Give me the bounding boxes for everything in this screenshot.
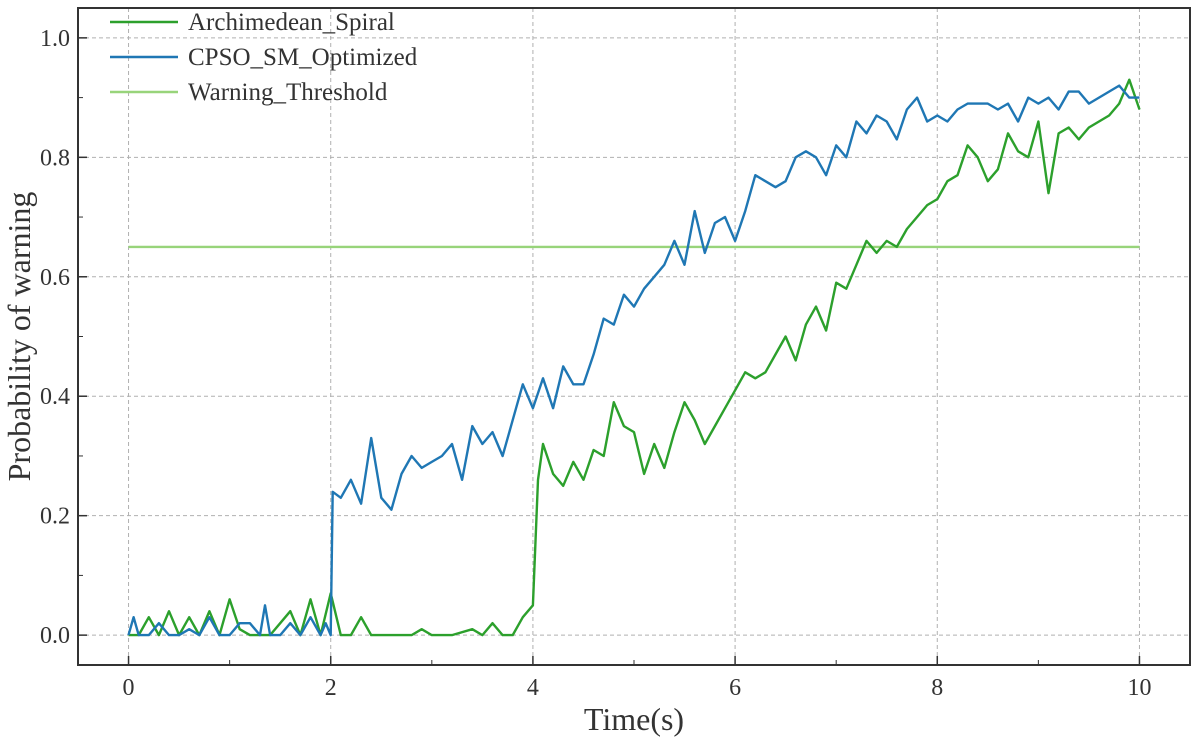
x-axis-title: Time(s) — [584, 701, 684, 737]
y-tick-label: 0.4 — [40, 384, 70, 410]
series-lines — [127, 78, 1141, 637]
y-axis-title: Probability of warning — [1, 192, 37, 482]
legend: Archimedean_Spiral CPSO_SM_Optimized Warni… — [110, 9, 418, 106]
series-line-cpso-sm-optimized — [127, 84, 1140, 637]
legend-label: CPSO_SM_Optimized — [188, 44, 418, 71]
y-tick-label: 0.2 — [40, 504, 70, 530]
y-tick-label: 0.6 — [40, 265, 70, 291]
axis-ticks: 0 2 4 6 8 10 0.0 0.2 0.4 0.6 0.8 1.0 — [40, 26, 1151, 701]
legend-label: Warning_Threshold — [188, 79, 388, 106]
x-tick-label: 10 — [1127, 675, 1151, 701]
x-tick-label: 6 — [729, 675, 741, 701]
legend-label: Archimedean_Spiral — [188, 9, 395, 36]
x-tick-label: 2 — [325, 675, 337, 701]
x-tick-label: 0 — [123, 675, 135, 701]
series-line-archimedean-spiral — [128, 78, 1141, 637]
x-tick-label: 4 — [527, 675, 539, 701]
x-tick-label: 8 — [931, 675, 943, 701]
y-tick-label: 0.8 — [40, 145, 70, 171]
y-tick-label: 1.0 — [40, 26, 70, 52]
y-tick-label: 0.0 — [40, 623, 70, 649]
